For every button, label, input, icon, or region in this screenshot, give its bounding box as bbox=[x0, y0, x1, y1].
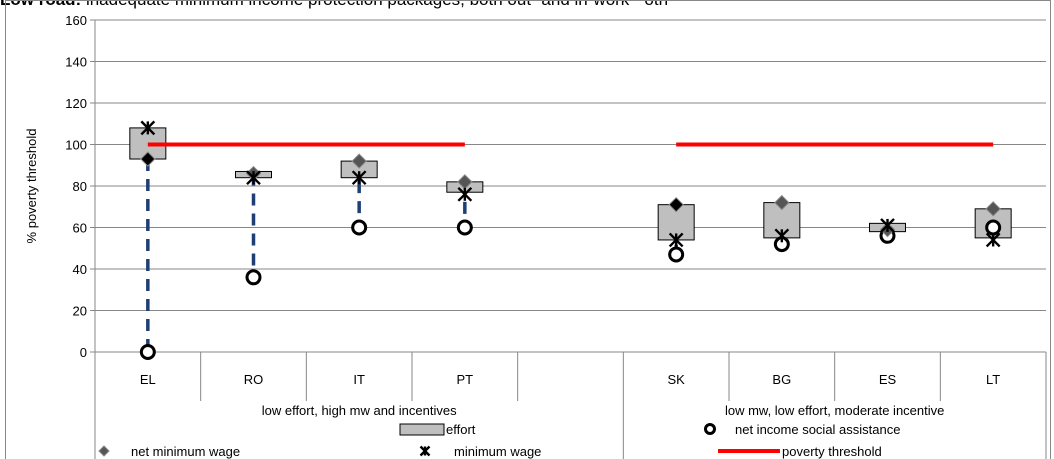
social-assistance-point bbox=[139, 344, 156, 360]
minimum-wage-point bbox=[668, 232, 684, 248]
legend-mw-swatch bbox=[419, 445, 431, 457]
minimum-wage-point bbox=[457, 186, 473, 202]
chart-title: Low road: inadequate minimum income prot… bbox=[0, 0, 1054, 10]
net-minimum-wage-point bbox=[668, 196, 684, 213]
y-axis-label: % poverty threshold bbox=[24, 129, 39, 244]
chart-frame bbox=[5, 0, 1051, 459]
minimum-wage-point bbox=[985, 232, 1001, 248]
chart-title-bold: Low road: bbox=[0, 0, 81, 9]
minimum-wage-point bbox=[880, 218, 895, 233]
social-assistance-point bbox=[456, 219, 473, 236]
category-label: PT bbox=[457, 372, 474, 387]
legend-sa-label: net income social assistance bbox=[735, 422, 900, 437]
category-label: RO bbox=[244, 372, 264, 387]
y-tick-label: 60 bbox=[73, 221, 87, 236]
social-assistance-point bbox=[985, 219, 1002, 236]
minimum-wage-point bbox=[774, 228, 790, 244]
legend-nmw-swatch bbox=[98, 445, 110, 457]
social-assistance-point bbox=[668, 246, 685, 263]
category-label: BG bbox=[772, 372, 791, 387]
y-tick-label: 80 bbox=[73, 179, 87, 194]
y-tick-label: 120 bbox=[65, 96, 87, 111]
y-tick-label: 140 bbox=[65, 55, 87, 70]
net-minimum-wage-point bbox=[140, 151, 156, 167]
category-label: LT bbox=[986, 372, 1000, 387]
legend-effort-swatch bbox=[399, 423, 445, 436]
social-assistance-point bbox=[351, 219, 368, 236]
legend-effort-label: effort bbox=[446, 422, 476, 437]
category-label: IT bbox=[353, 372, 365, 387]
legend-mw-label: minimum wage bbox=[454, 444, 541, 459]
net-minimum-wage-point bbox=[351, 153, 367, 169]
legend-sa-swatch bbox=[704, 423, 716, 435]
minimum-wage-point bbox=[351, 170, 367, 186]
legend-nmw-label: net minimum wage bbox=[131, 444, 240, 459]
chart-title-rest: inadequate minimum income protection pac… bbox=[86, 0, 668, 9]
y-tick-label: 20 bbox=[73, 304, 87, 319]
y-tick-label: 40 bbox=[73, 262, 87, 277]
group-label: low mw, low effort, moderate incentive bbox=[725, 403, 944, 418]
category-label: EL bbox=[140, 372, 156, 387]
category-label: SK bbox=[667, 372, 685, 387]
y-tick-label: 160 bbox=[65, 13, 87, 28]
y-tick-label: 100 bbox=[65, 138, 87, 153]
category-label: ES bbox=[879, 372, 897, 387]
y-tick-label: 0 bbox=[80, 345, 87, 360]
minimum-wage-point bbox=[246, 170, 261, 186]
net-minimum-wage-point bbox=[985, 201, 1001, 217]
group-label: low effort, high mw and incentives bbox=[262, 403, 457, 418]
legend-pov-label: poverty threshold bbox=[782, 444, 882, 459]
net-minimum-wage-point bbox=[774, 194, 790, 211]
social-assistance-point bbox=[245, 269, 262, 286]
minimum-wage-point bbox=[140, 120, 156, 136]
